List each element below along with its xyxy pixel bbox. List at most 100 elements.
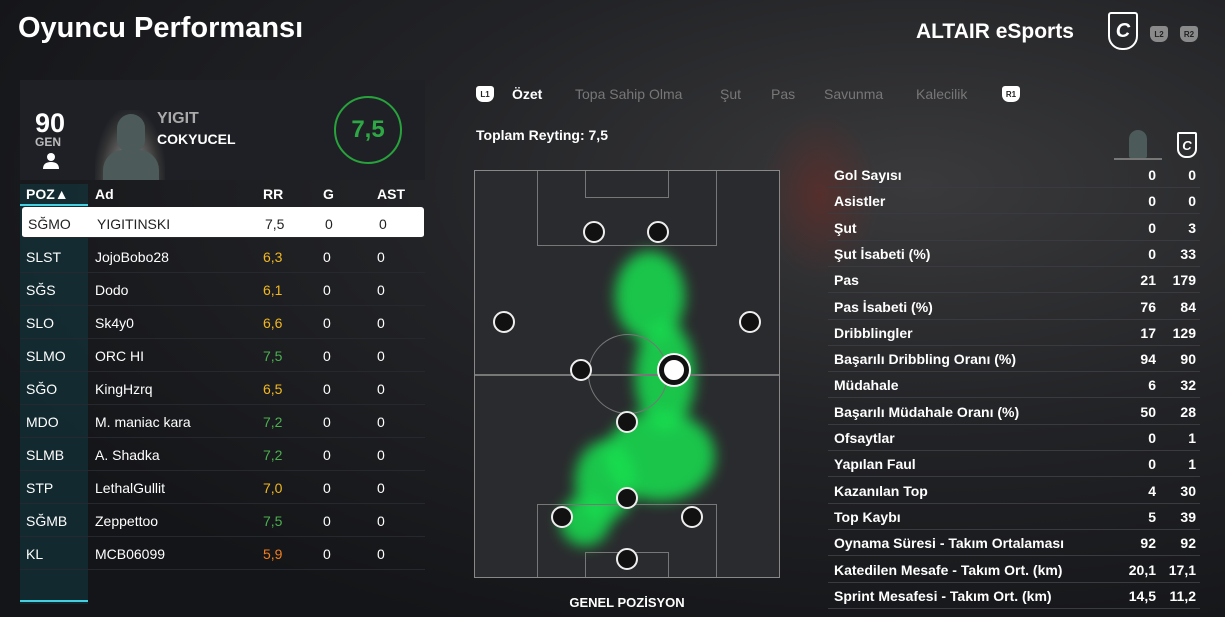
stat-label: Asistler	[834, 193, 886, 210]
cell-ast: 0	[377, 447, 385, 463]
team-logo: C	[1108, 12, 1138, 50]
stat-row: Yapılan Faul 0 1	[828, 451, 1200, 478]
cell-g: 0	[323, 381, 331, 397]
table-row[interactable]: SLMB A. Shadka 7,2 0 0	[20, 438, 425, 471]
table-row[interactable]: SĞO KingHzrq 6,5 0 0	[20, 372, 425, 405]
stat-team: 39	[1180, 508, 1196, 525]
tab-kalecilik[interactable]: Kalecilik	[916, 86, 968, 102]
center-circle	[588, 334, 668, 414]
l1-button-icon[interactable]: L1	[476, 86, 494, 102]
position-column-highlight	[20, 184, 88, 604]
stat-team: 17,1	[1168, 561, 1196, 578]
cell-ad: LethalGullit	[95, 480, 166, 496]
stat-label: Yapılan Faul	[834, 456, 916, 473]
l2-button-icon[interactable]: L2	[1150, 26, 1168, 42]
player-marker	[551, 506, 573, 528]
r1-button-icon[interactable]: R1	[1002, 86, 1020, 102]
cell-g: 0	[323, 414, 331, 430]
cell-poz: SLST	[26, 249, 62, 265]
cell-g: 0	[323, 447, 331, 463]
stat-label: Katedilen Mesafe - Takım Ort. (km)	[834, 561, 1063, 578]
stat-team: 179	[1172, 272, 1196, 289]
stat-team: 0	[1188, 193, 1196, 210]
stat-team: 84	[1180, 298, 1196, 315]
header-ast[interactable]: AST	[377, 186, 405, 202]
tab-pas[interactable]: Pas	[771, 86, 796, 102]
stat-row: Pas 21 179	[828, 267, 1200, 294]
player-marker	[570, 359, 592, 381]
cell-ad: MCB06099	[95, 546, 166, 562]
tab-ozet[interactable]: Özet	[512, 86, 543, 102]
cell-ad: Zeppettoo	[95, 513, 159, 529]
stat-label: Şut	[834, 219, 857, 236]
stat-player: 92	[1140, 535, 1156, 552]
table-row[interactable]: SĞS Dodo 6,1 0 0	[20, 273, 425, 306]
position-heatmap	[474, 170, 780, 578]
stat-team: 11,2	[1169, 587, 1196, 604]
header-ad[interactable]: Ad	[95, 186, 114, 202]
stat-team: 1	[1188, 456, 1196, 473]
tab-topa-sahip-olma[interactable]: Topa Sahip Olma	[575, 86, 683, 102]
table-row[interactable]: KL MCB06099 5,9 0 0	[20, 537, 425, 570]
cell-poz: SLO	[26, 315, 55, 331]
table-row[interactable]: SLMO ORC HI 7,5 0 0	[20, 339, 425, 372]
cell-ast: 0	[377, 480, 385, 496]
tab-sut[interactable]: Şut	[720, 86, 742, 102]
stat-row: Gol Sayısı 0 0	[828, 162, 1200, 188]
stat-player: 50	[1140, 403, 1156, 420]
cell-g: 0	[323, 348, 331, 364]
top-penalty-box	[537, 171, 717, 246]
cell-poz: STP	[26, 480, 54, 496]
stat-label: Dribblingler	[834, 324, 913, 341]
cell-ast: 0	[377, 381, 385, 397]
stat-row: Top Kaybı 5 39	[828, 504, 1200, 530]
table-row[interactable]: STP LethalGullit 7,0 0 0	[20, 471, 425, 504]
header-rr[interactable]: RR	[263, 186, 284, 202]
cell-poz: SĞS	[26, 282, 56, 298]
stat-row: Asistler 0 0	[828, 188, 1200, 215]
player-marker	[616, 548, 638, 570]
stat-row: Şut İsabeti (%) 0 33	[828, 241, 1200, 267]
cell-ad: ORC HI	[95, 348, 144, 364]
cell-ast: 0	[377, 315, 385, 331]
tab-savunma[interactable]: Savunma	[824, 86, 884, 102]
player-marker	[739, 311, 761, 333]
stat-label: Ofsaytlar	[834, 430, 895, 446]
cell-g: 0	[325, 216, 333, 232]
header-poz[interactable]: POZ▲	[26, 186, 69, 202]
stat-player: 21	[1140, 272, 1156, 289]
table-header: POZ▲ Ad RR G AST	[20, 184, 425, 206]
stat-label: Müdahale	[834, 377, 899, 394]
player-card: 90 GEN YIGIT COKYUCEL 7,5	[20, 80, 425, 180]
column-bottom-indicator	[20, 600, 88, 602]
page-title: Oyuncu Performansı	[18, 12, 304, 44]
stat-team: 33	[1180, 245, 1196, 262]
table-row[interactable]: SĞMO YIGITINSKI 7,5 0 0	[22, 207, 424, 238]
stat-player: 0	[1148, 219, 1156, 236]
table-row[interactable]: SLO Sk4y0 6,6 0 0	[20, 306, 425, 339]
stat-label: Gol Sayısı	[834, 167, 902, 183]
stat-row: Pas İsabeti (%) 76 84	[828, 294, 1200, 320]
stat-team: 30	[1180, 482, 1196, 499]
stat-label: Başarılı Dribbling Oranı (%)	[834, 351, 1017, 368]
stat-row: Dribblingler 17 129	[828, 320, 1200, 346]
header-g[interactable]: G	[323, 186, 334, 202]
stat-row: Kazanılan Top 4 30	[828, 478, 1200, 504]
table-row[interactable]: SLST JojoBobo28 6,3 0 0	[20, 240, 425, 273]
table-row[interactable]: MDO M. maniac kara 7,2 0 0	[20, 405, 425, 438]
stat-team: 90	[1180, 351, 1196, 368]
overall-rating: 90	[34, 108, 66, 138]
cell-g: 0	[323, 480, 331, 496]
stat-row: Başarılı Dribbling Oranı (%) 94 90	[828, 346, 1200, 373]
cell-g: 0	[323, 315, 331, 331]
table-row[interactable]: SĞMB Zeppettoo 7,5 0 0	[20, 504, 425, 537]
cell-ast: 0	[377, 348, 385, 364]
stat-row: Müdahale 6 32	[828, 372, 1200, 399]
r2-button-icon[interactable]: R2	[1180, 26, 1198, 42]
cell-ad: Sk4y0	[95, 315, 134, 331]
stat-team: 0	[1188, 167, 1196, 183]
stat-player: 20,1	[1128, 561, 1156, 578]
stat-team: 3	[1188, 219, 1196, 236]
cell-rr: 7,0	[263, 480, 283, 496]
cell-g: 0	[323, 249, 331, 265]
